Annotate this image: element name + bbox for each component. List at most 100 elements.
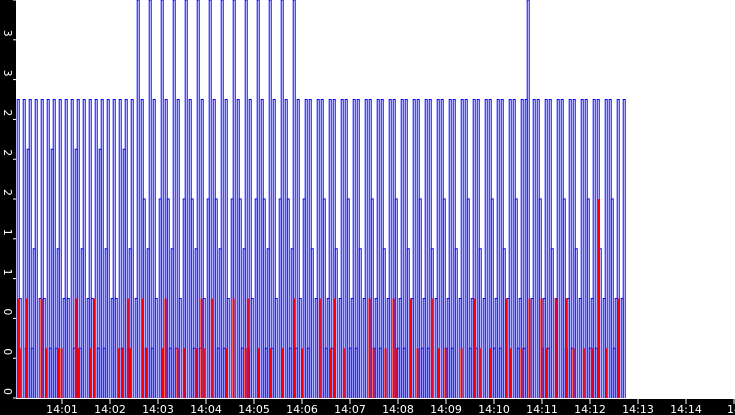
red-pulse <box>582 348 585 398</box>
blue-sample <box>46 99 50 398</box>
blue-sample <box>22 99 26 398</box>
red-pulse <box>330 348 332 398</box>
blue-sample <box>190 198 194 398</box>
x-tick-label: 14:10 <box>478 403 510 415</box>
blue-sample <box>214 198 218 398</box>
blue-sample <box>424 99 428 398</box>
series-red <box>17 199 620 398</box>
blue-sample <box>622 99 626 398</box>
red-pulse <box>598 199 600 398</box>
red-pulse <box>226 348 228 398</box>
blue-sample <box>568 99 572 398</box>
x-tick-label: 14:09 <box>430 403 462 415</box>
red-pulse <box>282 348 284 398</box>
blue-sample <box>238 198 242 398</box>
blue-sample <box>514 198 518 398</box>
blue-sample <box>160 0 164 398</box>
red-pulse <box>478 348 481 398</box>
blue-sample <box>604 99 608 398</box>
blue-sample <box>496 99 500 398</box>
blue-sample <box>232 0 236 398</box>
x-tick-label: 14 <box>727 403 735 415</box>
y-tick-label: 1 <box>1 229 14 236</box>
blue-sample <box>88 99 92 398</box>
blue-sample <box>550 248 554 398</box>
blue-sample <box>184 0 188 398</box>
red-pulse <box>58 348 60 398</box>
blue-sample <box>152 99 156 398</box>
red-pulse <box>368 298 371 398</box>
red-pulse <box>142 298 144 398</box>
x-tick-label: 14:07 <box>334 403 366 415</box>
blue-sample <box>248 99 252 398</box>
y-tick-label: 2 <box>1 149 14 156</box>
red-pulse <box>293 298 296 398</box>
red-pulse <box>118 348 120 398</box>
blue-sample <box>176 99 180 398</box>
blue-sample <box>154 298 158 398</box>
blue-sample <box>586 198 590 398</box>
blue-sample <box>220 0 224 398</box>
blue-sample <box>358 248 362 398</box>
red-pulse <box>60 348 63 398</box>
blue-sample <box>382 248 386 398</box>
red-pulse <box>129 348 132 398</box>
red-pulse <box>590 348 593 398</box>
red-pulse <box>258 348 260 398</box>
red-pulse <box>89 348 92 398</box>
red-pulse <box>438 348 440 398</box>
blue-sample <box>106 99 110 398</box>
blue-sample <box>388 99 392 398</box>
blue-sample <box>352 99 356 398</box>
y-axis: 00011222334 <box>1 0 16 399</box>
blue-sample <box>58 99 62 398</box>
blue-sample <box>328 99 332 398</box>
y-tick-label: 3 <box>1 30 14 37</box>
red-pulse <box>182 348 185 398</box>
blue-sample <box>610 198 614 398</box>
blue-sample <box>490 198 494 398</box>
red-pulse <box>618 298 620 398</box>
blue-sample <box>200 99 204 398</box>
red-pulse <box>444 348 447 398</box>
blue-sample <box>364 99 368 398</box>
x-tick-label: 14:01 <box>46 403 78 415</box>
x-axis: 14:01 14:02 14:03 14:04 14:05 14:06 14:07 14:08… <box>46 399 735 415</box>
blue-sample <box>370 198 374 398</box>
red-pulse <box>45 348 48 398</box>
blue-sample <box>508 99 512 398</box>
blue-sample <box>526 0 530 398</box>
x-tick-label: 14:03 <box>142 403 174 415</box>
red-pulse <box>202 348 205 398</box>
blue-sample <box>112 99 116 398</box>
red-pulse <box>18 348 21 398</box>
y-axis-band <box>0 0 16 415</box>
red-pulse <box>520 348 523 398</box>
x-tick-label: 14:14 <box>670 403 702 415</box>
blue-sample <box>418 198 422 398</box>
blue-sample <box>448 99 452 398</box>
y-tick-label: 2 <box>1 189 14 196</box>
red-pulse <box>74 298 77 398</box>
blue-sample <box>82 99 86 398</box>
blue-sample <box>376 99 380 398</box>
blue-sample <box>262 198 266 398</box>
blue-sample <box>34 99 38 398</box>
blue-sample <box>574 248 578 398</box>
blue-sample <box>296 99 300 398</box>
red-pulse <box>572 348 575 398</box>
blue-sample <box>118 99 122 398</box>
red-pulse <box>40 298 43 398</box>
blue-sample <box>400 99 404 398</box>
series-blue <box>16 0 626 398</box>
x-tick-label: 14:02 <box>94 403 126 415</box>
red-pulse <box>342 348 345 398</box>
red-pulse <box>554 298 557 398</box>
series-layer <box>16 0 626 398</box>
red-pulse <box>122 348 124 398</box>
blue-sample <box>16 99 20 398</box>
blue-sample <box>268 0 272 398</box>
x-tick-label: 14:13 <box>622 403 654 415</box>
